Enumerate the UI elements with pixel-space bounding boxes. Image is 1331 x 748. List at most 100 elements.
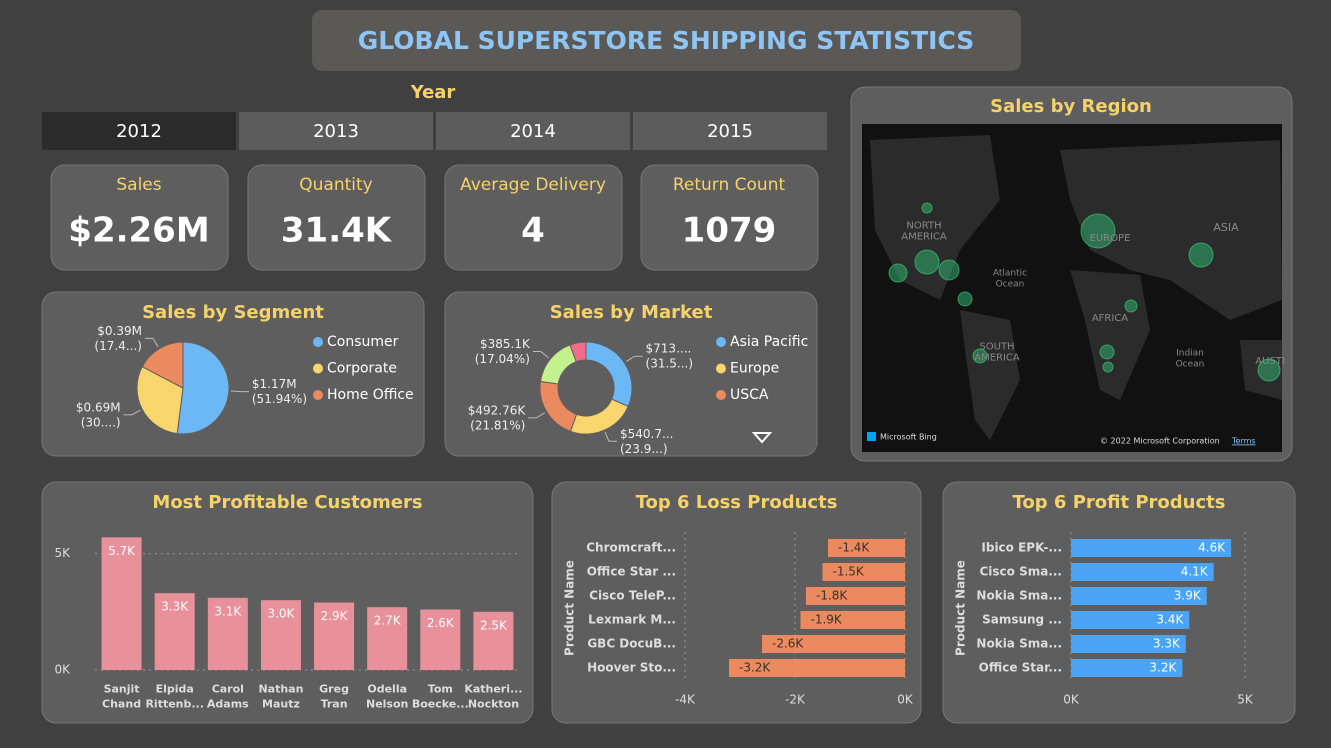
chart-title: Sales by Market [550, 302, 713, 323]
y-tick-label: Samsung ... [982, 613, 1062, 627]
title-box [312, 10, 1021, 71]
kpi-card [640, 164, 819, 271]
legend-scroll[interactable] [751, 432, 773, 444]
legend-swatch [716, 363, 726, 374]
data-label: 4.6K [1198, 541, 1226, 555]
y-tick-label: Office Star ... [587, 565, 676, 579]
year-label[interactable]: 2014 [510, 121, 556, 142]
leader-line [230, 390, 249, 393]
kpi-value: 1079 [682, 211, 777, 251]
bar [1071, 659, 1183, 677]
data-label: -1.8K [816, 589, 848, 603]
x-tick-label: 0K [1063, 693, 1080, 707]
bar [101, 537, 142, 670]
kpi-label: Return Count [673, 175, 786, 195]
leader-line [528, 412, 546, 419]
map-label: NORTH AMERICA [901, 221, 947, 243]
y-tick-label: Lexmark M... [588, 613, 676, 627]
data-label: $0.39M (17.4...) [94, 323, 142, 352]
legend-label: Home Office [327, 387, 414, 403]
bar [806, 587, 905, 605]
chart-title: Most Profitable Customers [152, 492, 422, 513]
y-tick-label: 0K [54, 663, 71, 677]
legend-swatch [313, 363, 323, 374]
map-label: SOUTH AMERICA [974, 342, 1020, 364]
legend-label: USCA [730, 387, 769, 403]
kpi-label: Average Delivery [460, 175, 606, 195]
pie-slice [136, 366, 184, 435]
bing-logo [867, 432, 876, 441]
year-button[interactable] [42, 112, 236, 150]
map-label: AUSTI [1255, 356, 1285, 367]
bar [207, 597, 248, 670]
chart-title: Sales by Segment [142, 302, 324, 323]
y-tick-label: Hoover Sto... [587, 661, 676, 675]
bar [1071, 563, 1214, 581]
x-tick-label: Greg Tran [319, 683, 349, 711]
map-attribution[interactable]: Terms [1231, 437, 1256, 446]
map-title: Sales by Region [990, 96, 1152, 117]
y-tick-label: Nokia Sma... [976, 637, 1062, 651]
landmass [870, 135, 1282, 440]
data-label: -1.4K [838, 541, 870, 555]
leader-line [604, 431, 617, 442]
year-button[interactable] [239, 112, 433, 150]
map-label: Atlantic Ocean [993, 268, 1027, 289]
x-tick-label: Elpida Rittenb... [145, 683, 203, 711]
y-tick-label: Chromcraft... [586, 541, 676, 555]
bar [762, 635, 905, 653]
legend-swatch [313, 390, 323, 400]
year-label[interactable]: 2013 [313, 121, 359, 142]
chart-panel [444, 291, 818, 457]
y-tick-label: Ibico EPK-... [981, 541, 1062, 555]
data-label: 3.2K [1149, 661, 1177, 675]
y-tick-label: Cisco Sma... [979, 565, 1062, 579]
map-label: EUROPE [1090, 233, 1131, 244]
y-axis-label: Product Name [954, 560, 968, 656]
data-label: 4.1K [1181, 565, 1209, 579]
chart-title: Top 6 Loss Products [636, 492, 838, 513]
bar [1071, 539, 1232, 557]
map-label: ASIA [1213, 221, 1239, 234]
x-tick-label: Nathan Mautz [258, 683, 303, 711]
y-axis-label: Product Name [563, 560, 577, 656]
kpi-card [247, 164, 426, 271]
x-tick-label: Katheri... Nockton [464, 683, 522, 711]
x-tick-label: Odella Nelson [366, 683, 408, 711]
data-label: -3.2K [739, 661, 771, 675]
x-tick-label: Carol Adams [207, 683, 249, 711]
x-tick-label: Tom Boecke... [412, 683, 469, 711]
data-label: -2.6K [772, 637, 804, 651]
bar [420, 609, 461, 670]
bar [154, 593, 195, 670]
year-label[interactable]: 2015 [707, 121, 753, 142]
chart-panel [41, 291, 425, 457]
x-tick-label: -4K [675, 693, 696, 707]
year-button[interactable] [633, 112, 827, 150]
pie-slice [569, 341, 587, 363]
year-label[interactable]: 2012 [116, 121, 162, 142]
kpi-value: 31.4K [281, 211, 393, 251]
bar [260, 600, 301, 670]
data-label: -1.9K [811, 613, 843, 627]
bar [828, 539, 905, 557]
legend-swatch [716, 390, 726, 400]
year-button[interactable] [436, 112, 630, 150]
kpi-label: Quantity [299, 175, 372, 195]
data-label: 3.9K [1174, 589, 1202, 603]
leader-line [625, 355, 643, 363]
y-tick-label: Nokia Sma... [976, 589, 1062, 603]
legend-label: Consumer [327, 334, 399, 350]
data-label: $492.76K (21.81%) [468, 403, 527, 432]
y-tick-label: 5K [54, 546, 71, 560]
data-label: 2.6K [427, 616, 455, 630]
map-attribution: Microsoft Bing [880, 433, 937, 442]
data-label: 2.7K [374, 614, 402, 628]
data-label: $540.7... (23.9...) [620, 426, 673, 455]
legend-swatch [716, 337, 726, 347]
bar [1071, 635, 1186, 653]
data-label: 5.7K [108, 544, 136, 558]
legend-label: Europe [730, 361, 779, 377]
data-label: $0.69M (30....) [76, 400, 121, 429]
dashboard-title: GLOBAL SUPERSTORE SHIPPING STATISTICS [358, 26, 975, 55]
